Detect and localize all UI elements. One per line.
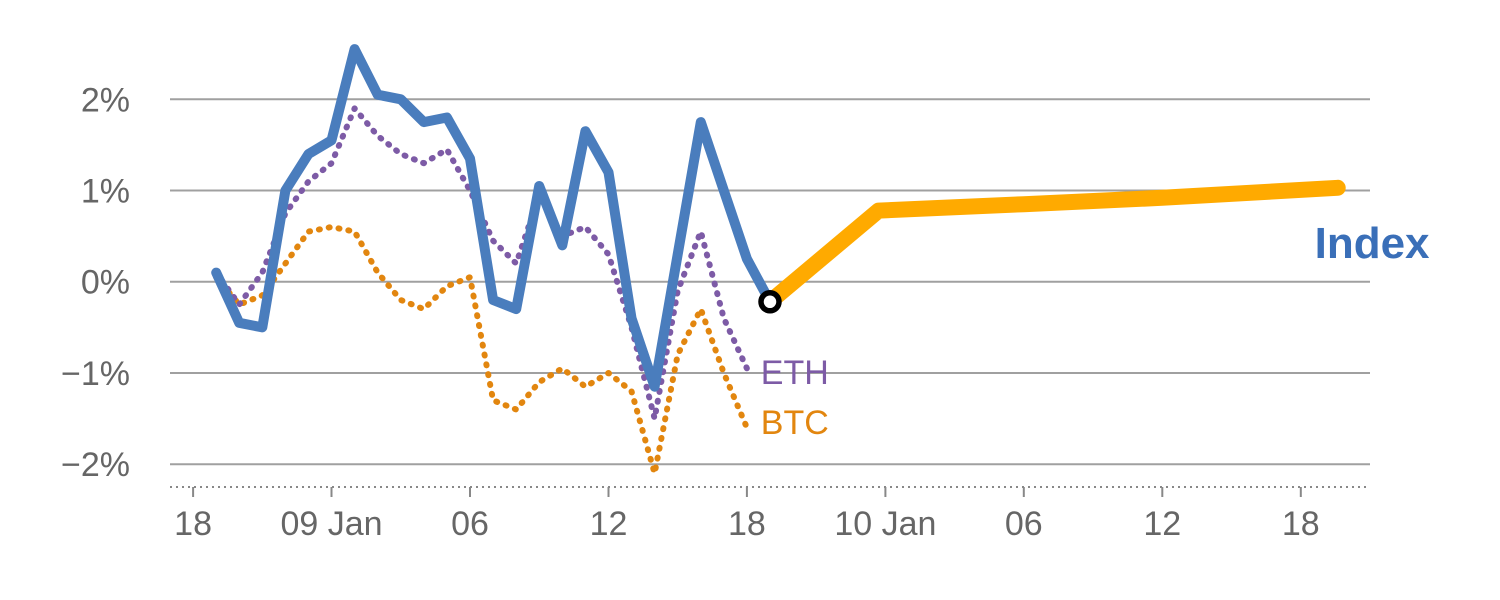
x-tick-label: 06 (1005, 505, 1043, 543)
series-label-index: Index (1315, 219, 1430, 268)
x-tick-label: 12 (590, 505, 628, 543)
y-tick-label: −1% (61, 355, 130, 393)
x-tick-label: 18 (174, 505, 212, 543)
x-tick-label: 10 Jan (834, 505, 936, 543)
y-tick-label: 0% (81, 264, 130, 302)
series-label-btc: BTC (761, 404, 829, 442)
series-line-index (211, 44, 775, 392)
y-tick-label: 1% (81, 173, 130, 211)
x-tick-label: 06 (451, 505, 489, 543)
x-tick-label: 18 (728, 505, 766, 543)
forecast-start-marker (758, 290, 782, 314)
x-tick-label: 09 Jan (280, 505, 382, 543)
series-line-btc (213, 224, 750, 477)
y-tick-label: −2% (61, 446, 130, 484)
series-line-index-forecast (762, 179, 1346, 310)
x-tick-label: 12 (1143, 505, 1181, 543)
y-tick-label: 2% (81, 81, 130, 119)
x-tick-label: 18 (1282, 505, 1320, 543)
series-label-eth: ETH (761, 354, 829, 392)
